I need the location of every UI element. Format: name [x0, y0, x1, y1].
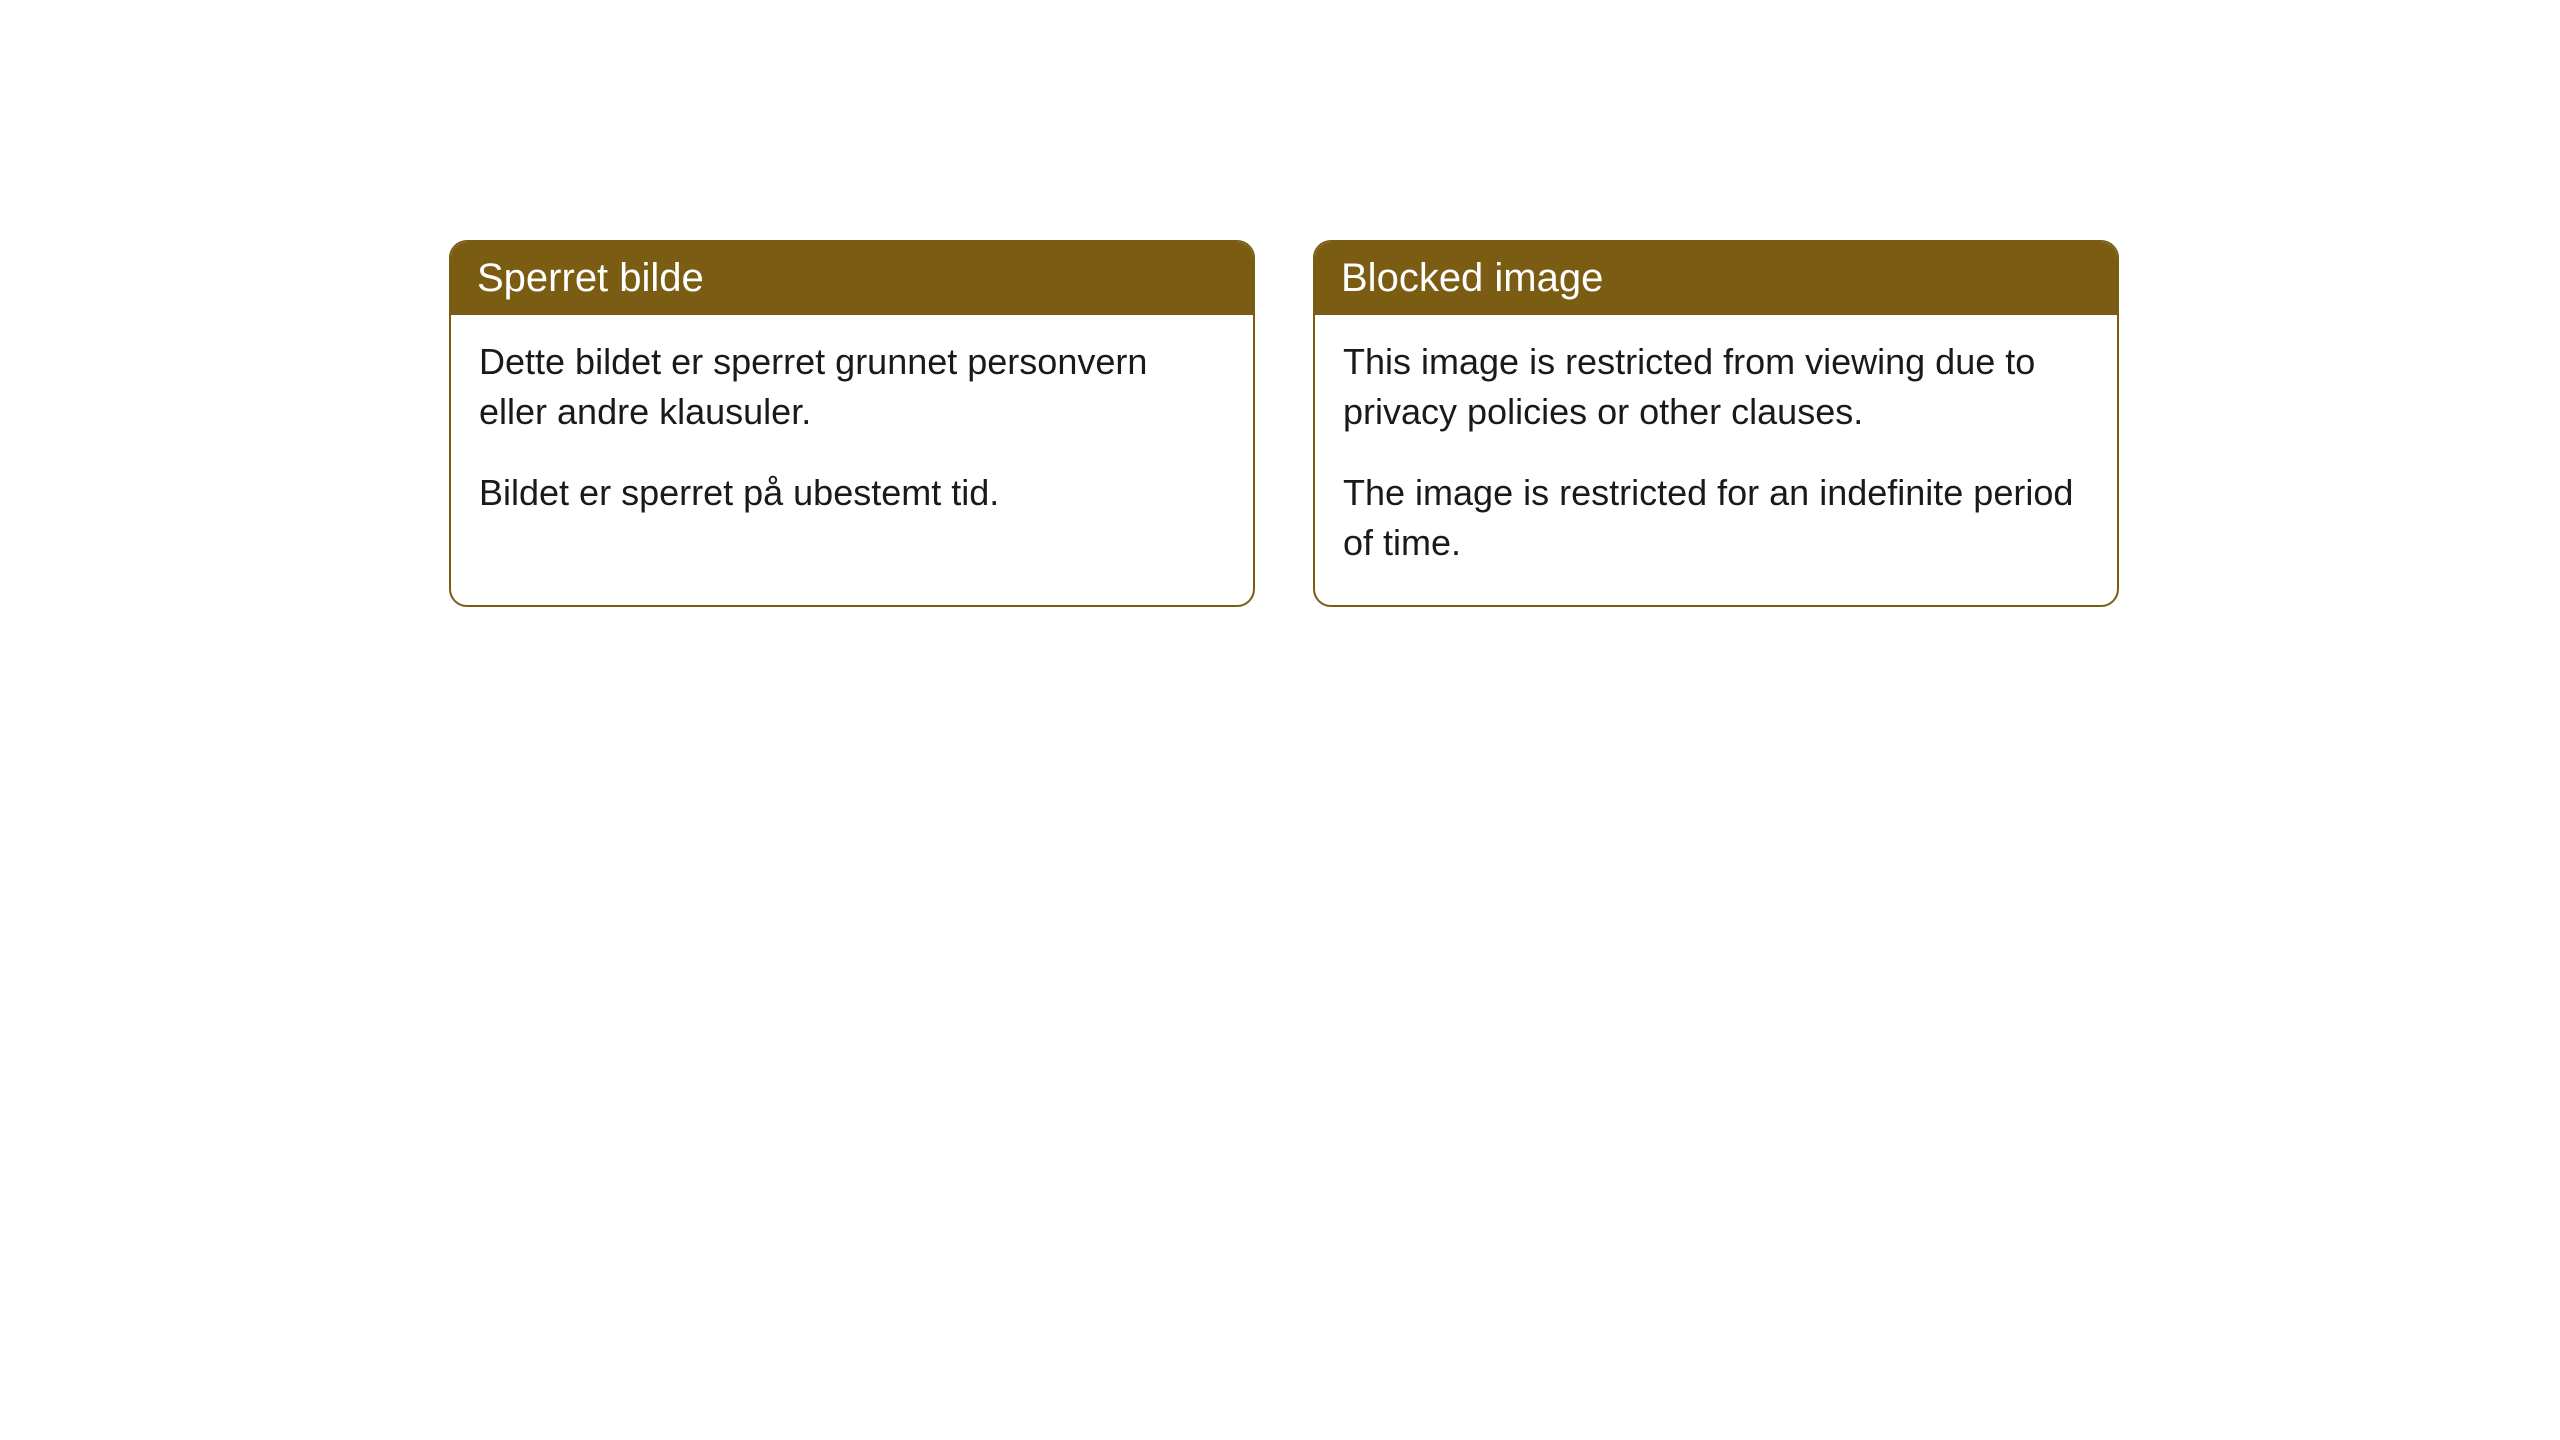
card-header-norwegian: Sperret bilde	[451, 242, 1253, 315]
cards-container: Sperret bilde Dette bildet er sperret gr…	[449, 240, 2560, 607]
card-english: Blocked image This image is restricted f…	[1313, 240, 2119, 607]
card-paragraph-english-2: The image is restricted for an indefinit…	[1343, 468, 2089, 569]
card-paragraph-norwegian-2: Bildet er sperret på ubestemt tid.	[479, 468, 1225, 518]
card-paragraph-english-1: This image is restricted from viewing du…	[1343, 337, 2089, 438]
card-title-norwegian: Sperret bilde	[477, 256, 704, 300]
card-header-english: Blocked image	[1315, 242, 2117, 315]
card-title-english: Blocked image	[1341, 256, 1603, 300]
card-norwegian: Sperret bilde Dette bildet er sperret gr…	[449, 240, 1255, 607]
card-body-english: This image is restricted from viewing du…	[1315, 315, 2117, 605]
card-paragraph-norwegian-1: Dette bildet er sperret grunnet personve…	[479, 337, 1225, 438]
card-body-norwegian: Dette bildet er sperret grunnet personve…	[451, 315, 1253, 554]
